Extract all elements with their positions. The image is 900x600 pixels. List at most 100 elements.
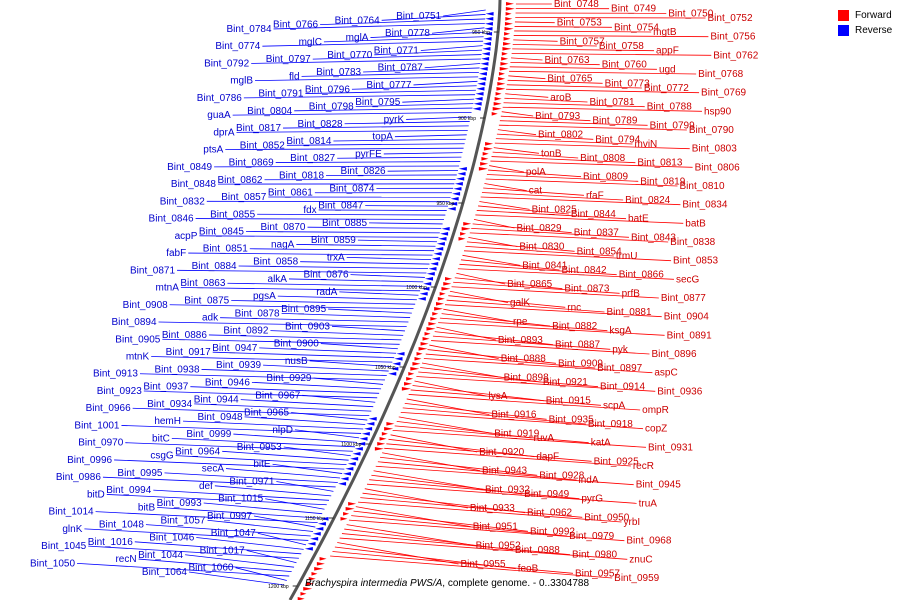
forward-gene-label: Bint_0844 (571, 209, 616, 220)
reverse-leader-line (151, 356, 393, 363)
forward-gene-label: Bint_0893 (498, 335, 543, 346)
caption-rest: , complete genome. - 0..3304788 (442, 578, 590, 589)
forward-gene-label: Bint_0762 (713, 50, 758, 61)
reverse-gene-arrow (475, 92, 484, 96)
forward-gene-label: Bint_0896 (652, 349, 697, 360)
reverse-gene-label: Bint_0859 (311, 235, 356, 246)
forward-gene-arrow (316, 562, 325, 566)
forward-gene-label: rpe (513, 316, 528, 327)
forward-leader-line (495, 138, 633, 145)
forward-gene-label: Bint_0888 (501, 354, 546, 365)
forward-gene-label: Bint_0838 (670, 237, 715, 248)
reverse-gene-label: Bint_0846 (149, 214, 194, 225)
reverse-gene-label: Bint_0967 (255, 390, 300, 401)
forward-gene-arrow (497, 82, 506, 86)
forward-leader-line (369, 479, 580, 500)
reverse-gene-label: Bint_1014 (49, 507, 94, 518)
reverse-gene-arrow (345, 467, 354, 471)
forward-gene-arrow (300, 592, 307, 596)
forward-leader-line (468, 236, 518, 248)
forward-leader-line (510, 57, 543, 61)
forward-gene-label: Bint_0841 (522, 260, 567, 271)
reverse-leader-line (350, 274, 425, 278)
reverse-gene-label: bitC (152, 433, 170, 444)
forward-gene-arrow (439, 292, 446, 296)
forward-leader-line (508, 75, 546, 80)
forward-gene-arrow (345, 507, 355, 511)
reverse-gene-arrow (473, 102, 482, 106)
reverse-gene-arrow (457, 172, 466, 176)
forward-gene-arrow (445, 277, 453, 281)
forward-leader-line (514, 21, 555, 24)
reverse-leader-line (355, 103, 474, 107)
reverse-gene-label: Bint_0995 (117, 468, 162, 479)
reverse-leader-line (424, 63, 481, 69)
forward-gene-arrow (414, 357, 422, 361)
forward-leader-line (496, 133, 594, 140)
forward-leader-line (364, 488, 468, 509)
reverse-gene-label: Bint_0869 (229, 158, 274, 169)
forward-gene-arrow (501, 52, 508, 56)
forward-gene-arrow (493, 102, 502, 106)
forward-leader-line (502, 106, 702, 112)
forward-gene-label: Bint_0752 (708, 13, 753, 24)
forward-gene-label: ompR (642, 405, 669, 416)
forward-gene-label: mgtB (653, 27, 677, 38)
reverse-leader-line (402, 98, 475, 103)
forward-gene-label: galK (510, 298, 530, 309)
forward-leader-line (431, 340, 650, 355)
forward-gene-arrow (311, 572, 318, 576)
reverse-leader-line (77, 562, 290, 577)
forward-leader-line (486, 174, 639, 182)
reverse-gene-arrow (480, 62, 489, 66)
forward-gene-arrow (426, 327, 436, 331)
forward-gene-label: aroB (550, 92, 571, 103)
forward-gene-label: Bint_0854 (577, 246, 622, 257)
forward-leader-line (479, 201, 530, 210)
forward-leader-line (480, 196, 681, 206)
reverse-leader-line (196, 537, 304, 550)
forward-leader-line (472, 223, 572, 234)
forward-gene-label: lysA (489, 391, 508, 402)
legend-forward: Forward (838, 8, 892, 22)
reverse-gene-label: Bint_0798 (309, 102, 354, 113)
reverse-leader-line (339, 291, 419, 296)
forward-gene-label: Bint_0809 (583, 172, 628, 183)
forward-gene-arrow (501, 57, 509, 61)
forward-gene-label: Bint_0936 (657, 386, 702, 397)
forward-leader-line (514, 30, 652, 33)
reverse-gene-arrow (484, 32, 493, 36)
forward-gene-label: Bint_0951 (473, 522, 518, 533)
forward-gene-arrow (505, 2, 514, 6)
reverse-leader-line (114, 459, 345, 470)
reverse-gene-label: Bint_0953 (237, 442, 282, 453)
reverse-gene-label: Bint_0777 (366, 80, 411, 91)
forward-leader-line (353, 510, 528, 532)
forward-gene-arrow (495, 92, 502, 96)
forward-gene-arrow (435, 302, 444, 306)
forward-gene-label: Bint_0980 (572, 550, 617, 561)
reverse-gene-label: Bint_0832 (160, 196, 205, 207)
reverse-gene-arrow (441, 227, 450, 231)
forward-gene-label: truA (639, 498, 658, 509)
reverse-gene-label: csgG (150, 451, 174, 462)
reverse-gene-arrow (483, 37, 492, 41)
kbp-tick-label: 1100 kbp (341, 442, 361, 448)
forward-leader-line (436, 326, 496, 341)
reverse-leader-line (84, 528, 309, 541)
forward-gene-label: Bint_0962 (527, 508, 572, 519)
forward-gene-label: Bint_0918 (588, 419, 633, 430)
reverse-gene-label: Bint_1050 (30, 558, 75, 569)
forward-gene-label: rfaF (586, 190, 604, 201)
forward-gene-label: Bint_0931 (648, 442, 693, 453)
forward-gene-label: copZ (645, 424, 667, 435)
reverse-gene-label: Bint_0874 (329, 183, 374, 194)
reverse-gene-label: Bint_0862 (217, 175, 262, 186)
forward-leader-line (471, 227, 629, 238)
reverse-leader-line (238, 265, 428, 269)
forward-gene-label: trmU (616, 251, 638, 262)
reverse-leader-line (262, 40, 484, 47)
forward-leader-line (421, 362, 502, 378)
kbp-tick-label: 950 kbp (437, 201, 455, 207)
